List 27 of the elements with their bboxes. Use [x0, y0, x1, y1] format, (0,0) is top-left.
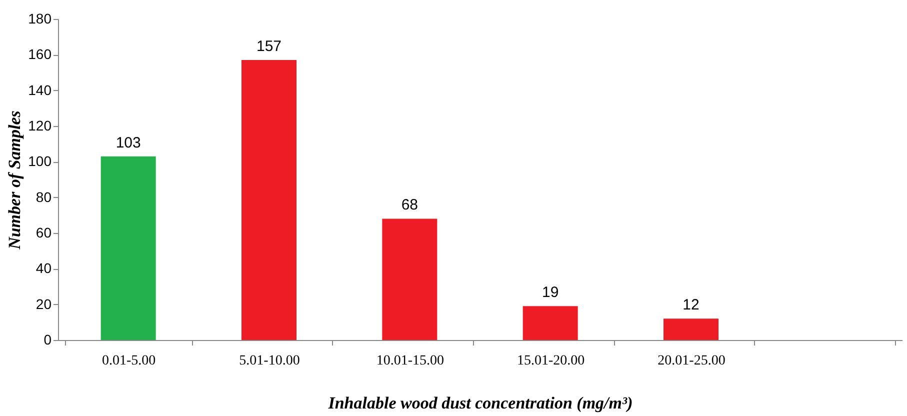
y-tick-label: 100: [28, 153, 52, 170]
y-tick-label: 80: [36, 188, 52, 205]
data-label: 157: [256, 38, 282, 56]
bar: [242, 60, 296, 340]
y-tick-label: 20: [36, 296, 52, 312]
x-tick-label: 10.01-15.00: [376, 354, 444, 368]
x-axis-title: Inhalable wood dust concentration (mg/m³): [327, 394, 633, 412]
data-label: 103: [116, 134, 141, 152]
data-label: 68: [401, 196, 418, 214]
data-label: 19: [542, 284, 559, 302]
bar: [522, 306, 578, 340]
y-tick-label: 160: [28, 46, 52, 62]
bar: [664, 318, 718, 340]
y-tick-label: 120: [28, 118, 52, 134]
bar: [100, 156, 156, 340]
y-tick-label: 40: [36, 260, 52, 276]
y-tick-label: 0: [44, 332, 52, 348]
bar: [382, 218, 438, 340]
y-axis-title: Number of Samples: [5, 110, 24, 250]
x-tick-label: 0.01-5.00: [102, 354, 156, 368]
y-tick-label: 60: [36, 224, 52, 240]
data-label: 12: [682, 296, 700, 314]
x-tick-label: 20.01-25.00: [658, 354, 726, 368]
x-tick-label: 15.01-20.00: [516, 354, 585, 368]
x-tick-label: 5.01-10.00: [239, 354, 300, 368]
y-tick-label: 180: [28, 10, 52, 26]
y-tick-label: 140: [28, 82, 52, 98]
